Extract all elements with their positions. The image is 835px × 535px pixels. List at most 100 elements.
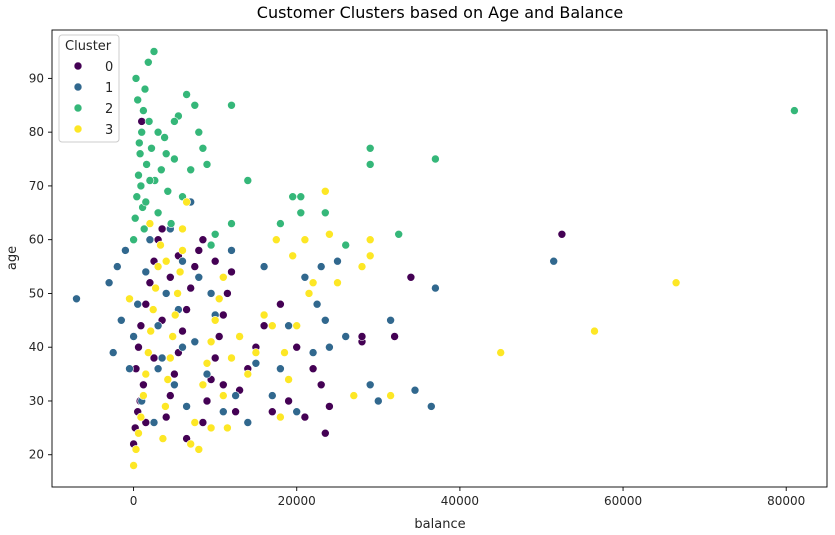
data-point-cluster-3 [333, 278, 342, 288]
data-point-cluster-1 [141, 267, 151, 277]
x-tick-label: 60000 [604, 494, 642, 508]
data-point-cluster-1 [341, 332, 351, 341]
y-tick-label: 90 [29, 71, 44, 85]
data-point-cluster-1 [243, 418, 253, 427]
data-point-cluster-3 [292, 321, 302, 331]
data-point-cluster-1 [202, 369, 212, 379]
data-point-cluster-0 [267, 407, 277, 417]
data-point-cluster-1 [153, 364, 163, 374]
data-point-cluster-2 [131, 74, 141, 83]
data-point-cluster-1 [157, 353, 167, 363]
data-point-cluster-1 [325, 342, 334, 352]
data-point-cluster-3 [146, 326, 155, 336]
data-point-cluster-3 [206, 423, 216, 433]
data-point-cluster-3 [320, 187, 330, 196]
data-point-cluster-2 [129, 235, 138, 244]
data-point-cluster-0 [137, 117, 146, 126]
data-point-cluster-1 [108, 348, 118, 357]
data-point-cluster-3 [251, 348, 261, 357]
data-point-cluster-2 [149, 47, 159, 56]
data-point-cluster-3 [178, 224, 187, 234]
data-point-cluster-0 [284, 396, 293, 406]
data-point-cluster-2 [153, 208, 163, 218]
data-point-cluster-3 [304, 289, 314, 298]
y-tick-label: 20 [29, 448, 44, 462]
data-point-cluster-3 [131, 445, 141, 454]
data-point-cluster-3 [145, 219, 155, 228]
legend-label-cluster-1: 1 [105, 81, 113, 96]
data-point-cluster-3 [219, 272, 228, 282]
data-point-cluster-2 [320, 208, 330, 218]
data-point-cluster-1 [125, 364, 134, 374]
data-point-cluster-3 [139, 391, 148, 400]
data-point-cluster-1 [386, 315, 395, 325]
legend-title: Cluster [65, 39, 112, 54]
data-point-cluster-3 [349, 391, 359, 400]
data-point-cluster-2 [394, 230, 404, 239]
data-point-cluster-3 [134, 428, 143, 438]
data-point-cluster-2 [365, 160, 375, 169]
x-tick-label: 40000 [441, 494, 479, 508]
data-point-cluster-0 [214, 332, 224, 341]
data-point-cluster-0 [194, 246, 204, 255]
data-point-cluster-3 [365, 251, 375, 261]
data-point-cluster-0 [231, 407, 240, 417]
data-point-cluster-1 [259, 262, 269, 271]
data-point-cluster-2 [144, 117, 154, 126]
data-point-cluster-3 [235, 332, 244, 341]
data-point-cluster-1 [219, 407, 228, 417]
data-point-cluster-2 [133, 95, 142, 105]
x-axis: 0 20000 40000 60000 80000 [130, 487, 805, 508]
y-tick-label: 40 [29, 340, 44, 354]
data-point-cluster-0 [316, 380, 326, 390]
data-point-cluster-3 [300, 235, 310, 244]
data-point-cluster-1 [426, 402, 436, 411]
data-point-cluster-1 [121, 246, 130, 255]
data-point-cluster-2 [243, 176, 253, 185]
data-point-cluster-0 [557, 230, 567, 239]
legend-label-cluster-3: 3 [105, 123, 113, 138]
data-point-cluster-0 [202, 396, 212, 406]
data-point-cluster-3 [158, 434, 168, 443]
data-point-cluster-1 [227, 246, 236, 255]
data-point-cluster-2 [147, 144, 156, 153]
data-point-cluster-0 [210, 256, 220, 266]
data-point-cluster-1 [373, 396, 383, 406]
data-point-cluster-1 [206, 289, 216, 298]
legend-marker-cluster-1 [73, 82, 83, 92]
data-point-cluster-2 [166, 219, 176, 228]
y-tick-label: 50 [29, 286, 44, 300]
data-point-cluster-2 [161, 149, 171, 158]
data-point-cluster-3 [325, 230, 334, 239]
x-tick-label: 20000 [278, 494, 316, 508]
data-point-cluster-3 [267, 321, 277, 331]
data-point-cluster-3 [206, 337, 216, 347]
data-point-cluster-3 [386, 391, 395, 400]
data-point-cluster-2 [136, 181, 146, 191]
data-point-cluster-3 [288, 251, 298, 261]
data-point-cluster-2 [140, 84, 150, 94]
data-point-cluster-2 [206, 240, 216, 250]
data-point-cluster-1 [333, 256, 342, 266]
data-point-cluster-1 [133, 299, 142, 309]
y-tick-label: 70 [29, 179, 44, 193]
data-point-cluster-3 [161, 402, 170, 411]
data-point-cluster-1 [182, 402, 191, 411]
data-point-cluster-1 [320, 315, 330, 325]
data-point-cluster-2 [132, 192, 142, 201]
data-point-cluster-1 [316, 262, 326, 271]
data-point-cluster-3 [175, 267, 185, 277]
data-point-cluster-3 [182, 197, 191, 207]
data-point-cluster-3 [161, 256, 171, 266]
data-point-cluster-3 [163, 375, 173, 384]
legend-marker-cluster-3 [73, 124, 83, 134]
data-point-cluster-3 [308, 278, 318, 288]
data-point-cluster-2 [163, 187, 173, 196]
data-point-cluster-2 [157, 165, 166, 175]
data-point-cluster-3 [223, 423, 232, 433]
data-point-cluster-2 [194, 127, 204, 137]
data-point-cluster-1 [190, 337, 200, 347]
data-point-cluster-3 [365, 235, 375, 244]
data-point-cluster-2 [202, 160, 212, 169]
data-point-cluster-1 [365, 380, 375, 390]
